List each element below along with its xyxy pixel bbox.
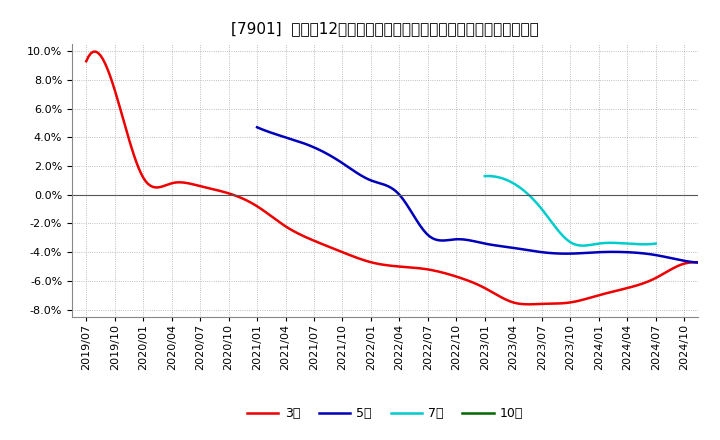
3年	[505, 299, 514, 304]
5年	[699, 260, 708, 265]
7年	[626, 241, 634, 246]
3年	[84, 54, 93, 59]
3年	[82, 59, 91, 64]
5年	[636, 250, 645, 256]
7年	[483, 173, 492, 179]
7年	[582, 243, 591, 248]
3年	[91, 49, 100, 54]
5年	[254, 125, 263, 131]
Legend: 3年, 5年, 7年, 10年: 3年, 5年, 7年, 10年	[242, 402, 528, 425]
7年	[481, 173, 490, 179]
3年	[687, 260, 696, 265]
7年	[652, 241, 660, 246]
5年	[708, 260, 717, 265]
3年	[525, 302, 534, 307]
7年	[480, 173, 489, 179]
5年	[523, 247, 531, 253]
5年	[531, 249, 540, 254]
Line: 7年: 7年	[485, 176, 656, 246]
3年	[508, 300, 517, 305]
7年	[586, 242, 595, 248]
5年	[524, 248, 533, 253]
Line: 5年: 5年	[257, 127, 713, 263]
3年	[520, 301, 528, 307]
7年	[579, 243, 588, 248]
7年	[583, 243, 592, 248]
7年	[636, 242, 645, 247]
Line: 3年: 3年	[86, 51, 720, 304]
5年	[253, 125, 261, 130]
5年	[666, 255, 675, 260]
Title: [7901]  売上高12か月移動合計の対前年同期増減率の平均値の推移: [7901] 売上高12か月移動合計の対前年同期増減率の平均値の推移	[231, 21, 539, 36]
